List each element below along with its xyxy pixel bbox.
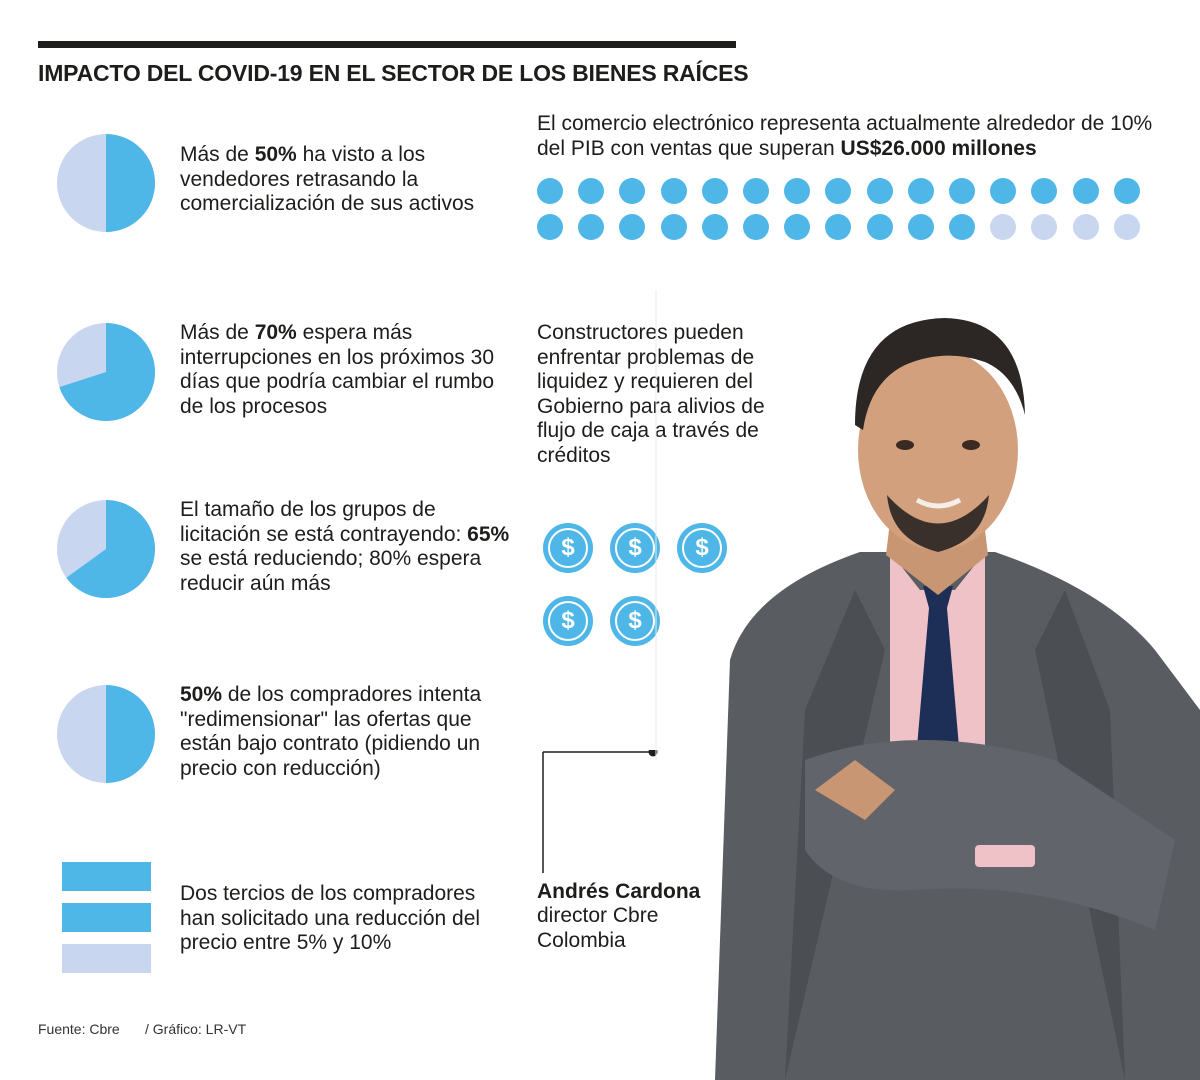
source-note: Fuente: Cbre	[38, 1021, 120, 1037]
pie-chart-3	[57, 500, 156, 598]
dot-filled	[743, 178, 769, 204]
pie-chart-1	[57, 134, 155, 232]
dot-filled	[949, 178, 975, 204]
dot-filled	[701, 214, 728, 240]
dollar-coin-icon: $	[677, 523, 727, 573]
dot-filled	[619, 178, 646, 204]
pie-slice-highlight	[66, 500, 156, 598]
infographic-title: IMPACTO DEL COVID-19 EN EL SECTOR DE LOS…	[38, 60, 749, 86]
dollar-coin-icon: $	[543, 523, 593, 573]
bar-2	[62, 903, 151, 932]
title-rule	[38, 41, 736, 48]
dot-filled	[866, 178, 893, 204]
dot-filled	[701, 178, 728, 204]
portrait-photo	[655, 290, 1200, 1080]
credit-note: / Gráfico: LR-VT	[145, 1021, 247, 1037]
leader-line	[542, 750, 658, 873]
dot-filled	[825, 214, 852, 240]
coin-group: $ $ $ $ $	[543, 523, 733, 648]
dot-filled	[1113, 178, 1140, 204]
dot-filled	[1031, 178, 1058, 204]
dot-filled	[784, 214, 811, 240]
dot-filled	[825, 178, 852, 204]
dot-filled	[990, 178, 1017, 204]
dollar-coin-icon: $	[610, 596, 660, 646]
dot-filled	[578, 214, 605, 240]
dot-filled	[537, 214, 563, 240]
bar-1	[62, 862, 151, 891]
dollar-coin-icon: $	[543, 596, 593, 646]
bar-chart	[62, 862, 151, 974]
dot-filled	[537, 178, 563, 204]
pie-slice-highlight	[106, 685, 155, 783]
pie-chart-4	[57, 685, 155, 783]
pie-slice-highlight	[106, 134, 155, 232]
dot-filled	[578, 178, 605, 204]
dot-filled	[866, 214, 893, 240]
dot-empty	[1031, 214, 1058, 240]
dot-matrix-chart	[537, 178, 1142, 242]
dot-filled	[949, 214, 975, 240]
stat-text-5: Dos tercios de los compradores han solic…	[180, 882, 481, 954]
dot-filled	[907, 214, 934, 240]
dot-filled	[660, 178, 687, 204]
dot-filled	[619, 214, 646, 240]
stat-text-4: 50% de los compradores intenta "redimens…	[180, 683, 482, 780]
bar-3	[62, 944, 151, 973]
builders-text: Constructores pueden enfrentar problemas…	[537, 321, 765, 467]
dot-empty	[1072, 214, 1099, 240]
pie-chart-2	[57, 323, 156, 421]
person-role: director Cbre Colombia	[537, 904, 659, 952]
pie-slice-highlight	[59, 323, 156, 421]
stat-text-1: Más de 50% ha visto a los vendedores ret…	[180, 143, 475, 215]
dot-filled	[660, 214, 687, 240]
dot-filled	[907, 178, 934, 204]
dollar-coin-icon: $	[610, 523, 660, 573]
dot-filled	[784, 178, 811, 204]
ecommerce-text: El comercio electrónico representa actua…	[537, 112, 1153, 160]
stat-text-3: El tamaño de los grupos de licitación se…	[180, 498, 510, 595]
person-name: Andrés Cardona	[537, 880, 701, 903]
dot-empty	[1113, 214, 1140, 240]
stat-text-2: Más de 70% espera más interrupciones en …	[180, 321, 495, 418]
dot-filled	[1072, 178, 1099, 204]
dot-empty	[990, 214, 1017, 240]
dot-filled	[743, 214, 769, 240]
